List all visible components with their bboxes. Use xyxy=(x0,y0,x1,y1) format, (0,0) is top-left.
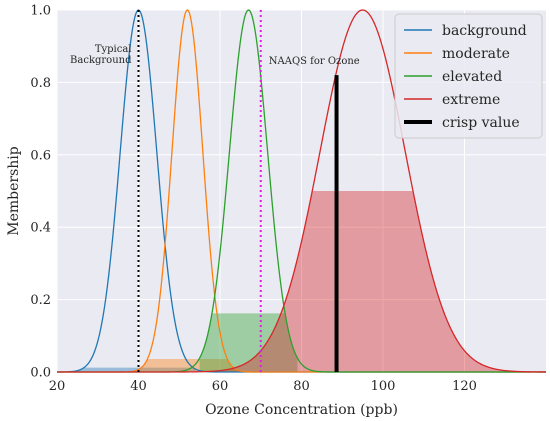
annotation-line: NAAQS for Ozone xyxy=(269,56,360,67)
fill-background xyxy=(57,367,196,372)
x-tick-label: 120 xyxy=(452,379,477,394)
annotation-line: Typical xyxy=(95,44,132,55)
legend-label: crisp value xyxy=(442,115,520,131)
legend-label: moderate xyxy=(442,46,510,62)
fill-elevated xyxy=(199,313,298,372)
y-tick-label: 0.4 xyxy=(30,221,51,236)
y-tick-label: 0.2 xyxy=(30,293,51,308)
annotation-line: Background xyxy=(70,55,132,66)
x-tick-label: 60 xyxy=(212,379,229,394)
x-tick-label: 40 xyxy=(130,379,147,394)
x-axis-label: Ozone Concentration (ppb) xyxy=(205,402,398,418)
fill-moderate xyxy=(138,358,245,372)
y-tick-label: 0.8 xyxy=(30,76,51,91)
aggregation-fills xyxy=(57,191,546,372)
tick-labels: 20 40 60 80 100 120 0.0 0.2 0.4 0.6 0.8 1.0 xyxy=(30,4,477,395)
legend-box xyxy=(394,13,543,139)
fill-extreme xyxy=(220,191,546,372)
y-tick-label: 0.6 xyxy=(30,148,51,163)
y-tick-label: 1.0 xyxy=(30,4,51,19)
y-tick-label: 0.0 xyxy=(30,366,51,381)
x-tick-label: 20 xyxy=(49,379,66,394)
legend: background moderate elevated extreme crisp v… xyxy=(394,13,543,139)
legend-label: elevated xyxy=(442,69,502,85)
x-tick-label: 100 xyxy=(371,379,396,394)
x-tick-label: 80 xyxy=(293,379,310,394)
y-axis-label: Membership xyxy=(6,146,22,236)
legend-label: extreme xyxy=(442,92,500,108)
legend-label: background xyxy=(442,23,527,39)
